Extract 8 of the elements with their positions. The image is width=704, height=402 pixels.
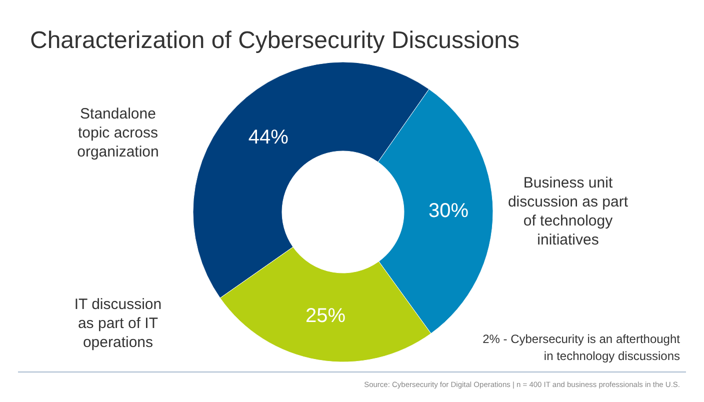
chart-title: Characterization of Cybersecurity Discussions [30,27,520,54]
data-label: 30% [428,200,469,222]
data-label: 44% [248,126,289,148]
text: 2% - Cybersecurity is an afterthought in technology discussions [482,332,681,363]
slice-label: Standalone topic across organization [77,104,159,160]
data-label: 25% [305,305,346,328]
slice-label: IT discussion as part of IT operations [74,295,162,350]
slice-label: Business unit discussion as part of technology initiatives [508,174,629,248]
